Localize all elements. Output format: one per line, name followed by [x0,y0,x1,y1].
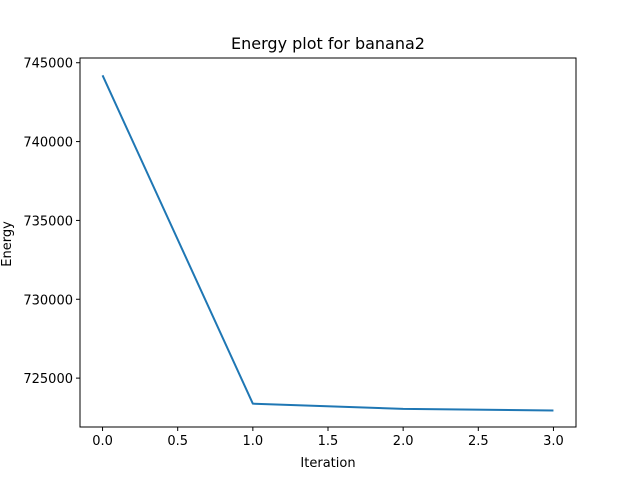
y-tick-label: 740000 [23,136,73,151]
x-tick-label: 0.0 [92,434,113,449]
x-tick-label: 0.5 [167,434,188,449]
plot-area [101,74,554,412]
y-tick-label: 730000 [23,293,73,308]
x-tick-label: 2.0 [393,434,414,449]
x-axis-label: Iteration [300,456,355,471]
energy-series-line [101,74,554,412]
plot-frame [79,57,577,428]
y-tick-label: 725000 [23,372,73,387]
x-tick-label: 1.5 [318,434,339,449]
y-tick-label: 745000 [23,57,73,72]
x-tick-label: 2.5 [468,434,489,449]
chart-title: Energy plot for banana2 [231,34,425,53]
y-tick-label: 735000 [23,214,73,229]
x-tick-label: 1.0 [243,434,264,449]
x-tick-label: 3.0 [543,434,564,449]
x-axis-ticks: 0.0 0.5 1.0 1.5 2.0 2.5 3.0 [92,427,564,449]
y-axis-ticks: 725000 730000 735000 740000 745000 [23,57,80,387]
y-axis-label: Energy [0,221,15,267]
